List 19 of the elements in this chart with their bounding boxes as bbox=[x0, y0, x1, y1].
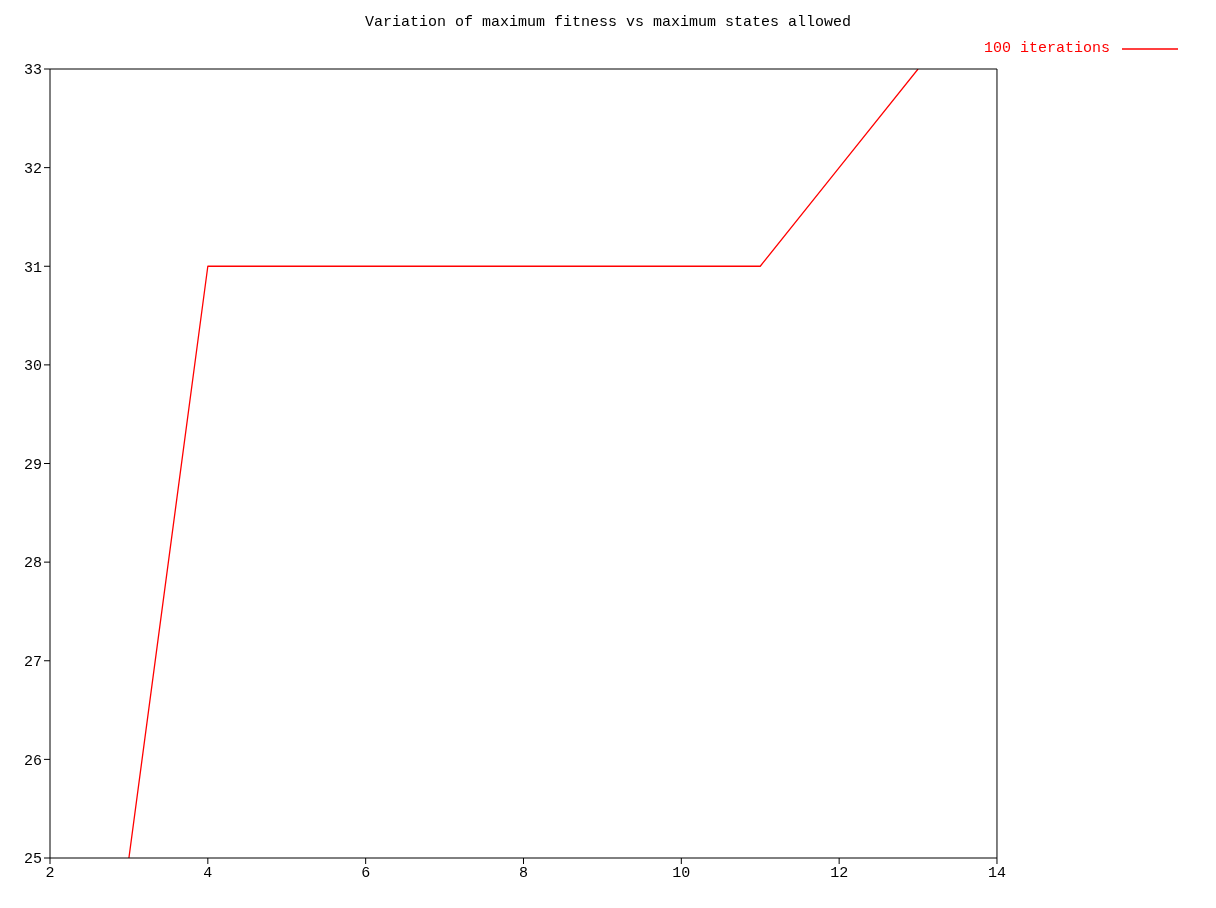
y-tick-label: 28 bbox=[23, 555, 42, 573]
legend-label: 100 iterations bbox=[983, 40, 1110, 57]
y-tick-label: 30 bbox=[23, 358, 42, 376]
x-tick-label: 4 bbox=[203, 864, 213, 882]
x-tick-label: 2 bbox=[45, 864, 55, 882]
chart-title: Variation of maximum fitness vs maximum states allowed bbox=[363, 13, 853, 33]
y-tick-label: 32 bbox=[23, 160, 42, 178]
x-tick-label: 8 bbox=[518, 864, 528, 882]
y-tick-label: 31 bbox=[23, 259, 42, 277]
x-tick-label: 10 bbox=[672, 864, 691, 882]
y-tick-label: 25 bbox=[23, 851, 42, 869]
y-tick-label: 26 bbox=[23, 752, 42, 770]
y-tick-label: 27 bbox=[23, 654, 42, 672]
x-tick-label: 12 bbox=[830, 864, 849, 882]
line-series bbox=[128, 69, 919, 858]
x-tick-label: 14 bbox=[987, 864, 1006, 882]
y-tick-label: 33 bbox=[23, 62, 42, 80]
x-tick-label: 6 bbox=[361, 864, 371, 882]
y-tick-label: 29 bbox=[23, 456, 42, 474]
